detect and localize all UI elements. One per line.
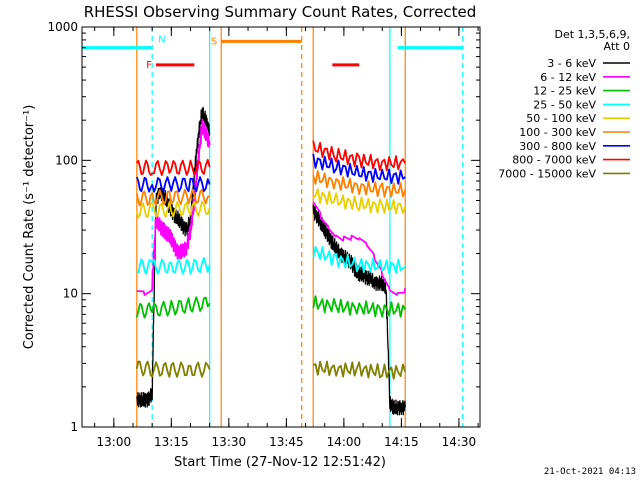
plot-background [82, 27, 480, 427]
series-line-100to300keV-seg1 [135, 188, 211, 207]
x-tick-label-1415: 14:15 [384, 435, 419, 449]
series-line-7000to15000keV-seg1 [135, 360, 211, 378]
x-tick-label-1315: 13:15 [154, 435, 189, 449]
x-tick-label-1300: 13:00 [97, 435, 132, 449]
chart-title: RHESSI Observing Summary Count Rates, Co… [84, 3, 477, 21]
series-line-300to800keV-seg1 [135, 176, 211, 193]
x-tick-label-1330: 13:30 [212, 435, 247, 449]
legend-label-1: 3 - 6 keV [547, 57, 596, 70]
plot-frame [81, 26, 481, 428]
series-line-12to25keV-seg2 [312, 295, 406, 318]
legend-label-2: 6 - 12 keV [540, 71, 596, 84]
series-line-50to100keV-seg2 [312, 188, 407, 215]
x-axis-label: Start Time (27-Nov-12 12:51:42) [174, 455, 386, 470]
generation-timestamp: 21-Oct-2021 04:13 [544, 467, 636, 477]
flag-label-N: N [158, 35, 165, 46]
legend-label-4: 25 - 50 keV [533, 98, 596, 111]
y-tick-label-100: 100 [55, 153, 78, 167]
legend-label-6: 100 - 300 keV [519, 126, 596, 139]
series-line-7000to15000keV-seg2 [312, 360, 407, 380]
series-line-25to50keV-seg2 [312, 245, 406, 275]
series-line-100to300keV-seg2 [312, 170, 407, 198]
legend-label-8: 800 - 7000 keV [512, 154, 596, 167]
vertical-markers [136, 27, 464, 427]
series-line-3to6keV-seg2 [312, 204, 406, 416]
series-line-6to12keV-seg1 [136, 118, 211, 296]
y-tick-label-1000: 1000 [47, 20, 78, 34]
y-tick-label-1: 1 [70, 420, 78, 434]
series-line-300to800keV-seg2 [312, 153, 406, 185]
x-tick-label-1345: 13:45 [269, 435, 304, 449]
flag-label-F: F [146, 60, 152, 71]
series-line-800to7000keV-seg1 [136, 158, 211, 177]
x-tick-label-1400: 14:00 [327, 435, 362, 449]
series-line-12to25keV-seg1 [135, 296, 211, 319]
y-tick-label-10: 10 [63, 287, 78, 301]
series-line-25to50keV-seg1 [136, 256, 211, 275]
y-axis-label: Corrected Count Rate (s⁻¹ detector⁻¹) [22, 105, 37, 350]
series-line-6to12keV-seg2 [312, 201, 407, 296]
legend-label-9: 7000 - 15000 keV [498, 167, 596, 180]
legend-header-line-2: Att 0 [604, 40, 630, 53]
legend-label-7: 300 - 800 keV [519, 140, 596, 153]
series-line-800to7000keV-seg2 [312, 140, 406, 172]
legend-label-3: 12 - 25 keV [533, 85, 596, 98]
series-layer [135, 106, 407, 416]
series-line-50to100keV-seg1 [135, 200, 211, 219]
x-tick-label-1430: 14:30 [442, 435, 477, 449]
legend-header-line-1: Det 1,3,5,6,9, [554, 28, 630, 41]
flag-bars: N F S [82, 35, 463, 71]
flag-label-S: S [211, 36, 217, 47]
legend-label-5: 50 - 100 keV [526, 112, 596, 125]
plot-area [82, 27, 480, 427]
axes: 1 10 100 1000 13:00 13:15 13:30 13:45 14:00 14:15… [47, 20, 481, 449]
